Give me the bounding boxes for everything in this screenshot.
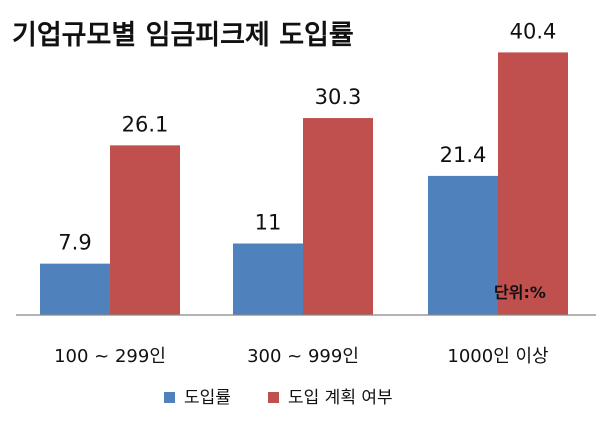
data-label-adoption-2: 11: [255, 211, 282, 235]
unit-note: 단위:%: [494, 283, 546, 302]
bar-plan-1: [110, 145, 180, 315]
x-tick-label-2: 300 ~ 999인: [247, 346, 359, 367]
chart-title: 기업규모별 임금피크제 도입률: [12, 20, 354, 51]
data-label-adoption-3: 21.4: [440, 143, 487, 167]
data-label-plan-2: 30.3: [315, 85, 362, 109]
data-label-plan-1: 26.1: [122, 112, 169, 136]
bar-adoption-3: [428, 175, 498, 315]
data-label-plan-3: 40.4: [510, 19, 557, 43]
bar-adoption-1: [40, 263, 110, 315]
legend-label-adoption: 도입률: [184, 388, 231, 408]
x-tick-labels: 100 ~ 299인 300 ~ 999인 1000인 이상: [54, 346, 549, 367]
bars-layer: 7.9 26.1 11 30.3 21.4 40.4: [40, 19, 568, 316]
legend-label-plan: 도입 계획 여부: [288, 388, 393, 408]
legend-swatch-adoption: [164, 392, 175, 403]
x-tick-label-3: 1000인 이상: [447, 346, 548, 367]
data-label-adoption-1: 7.9: [58, 231, 91, 255]
bar-plan-2: [303, 118, 373, 315]
bar-plan-3: [498, 52, 568, 316]
legend: 도입률 도입 계획 여부: [164, 388, 393, 408]
x-tick-label-1: 100 ~ 299인: [54, 346, 166, 367]
legend-swatch-plan: [268, 392, 279, 403]
bar-adoption-2: [233, 243, 303, 315]
